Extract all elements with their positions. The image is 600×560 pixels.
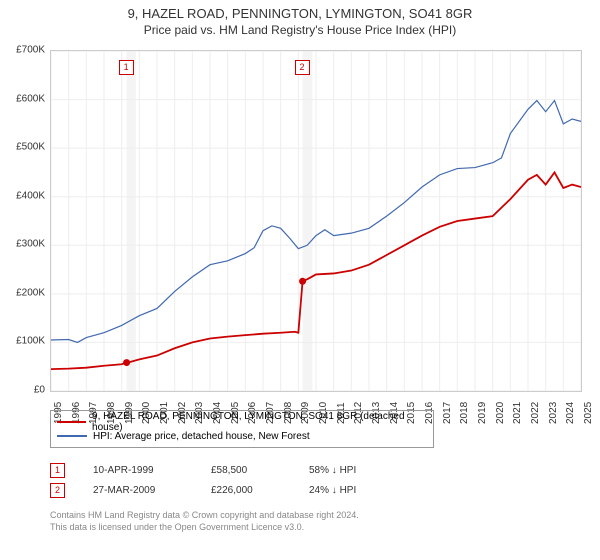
footer-line: This data is licensed under the Open Gov…: [50, 522, 359, 534]
footer-line: Contains HM Land Registry data © Crown c…: [50, 510, 359, 522]
legend-swatch: [57, 435, 87, 437]
y-tick-label: £200K: [16, 287, 45, 298]
y-tick-label: £100K: [16, 336, 45, 347]
chart-marker-box: 1: [119, 60, 134, 75]
x-tick-label: 2018: [459, 402, 470, 424]
y-tick-label: £700K: [16, 45, 45, 56]
y-tick-label: £600K: [16, 93, 45, 104]
x-tick-label: 2022: [530, 402, 541, 424]
event-row: 2 27-MAR-2009 £226,000 24% ↓ HPI: [50, 480, 356, 500]
x-tick-label: 2017: [442, 402, 453, 424]
event-marker-num: 1: [55, 465, 60, 475]
event-marker-icon: 1: [50, 463, 65, 478]
x-tick-label: 2024: [565, 402, 576, 424]
x-tick-label: 2020: [495, 402, 506, 424]
chart-plot-area: [50, 50, 582, 392]
y-tick-label: £400K: [16, 190, 45, 201]
y-tick-label: £0: [34, 385, 45, 396]
figure: 9, HAZEL ROAD, PENNINGTON, LYMINGTON, SO…: [0, 0, 600, 560]
y-tick-label: £500K: [16, 142, 45, 153]
chart-title: 9, HAZEL ROAD, PENNINGTON, LYMINGTON, SO…: [0, 0, 600, 21]
x-tick-label: 2023: [548, 402, 559, 424]
chart-marker-box: 2: [295, 60, 310, 75]
x-tick-label: 2019: [477, 402, 488, 424]
event-date: 10-APR-1999: [93, 465, 183, 476]
event-table: 1 10-APR-1999 £58,500 58% ↓ HPI 2 27-MAR…: [50, 460, 356, 500]
event-price: £58,500: [211, 465, 281, 476]
event-marker-num: 2: [55, 485, 60, 495]
chart-svg: [51, 51, 581, 391]
y-tick-label: £300K: [16, 239, 45, 250]
event-price: £226,000: [211, 485, 281, 496]
event-delta: 58% ↓ HPI: [309, 465, 356, 476]
legend-row: 9, HAZEL ROAD, PENNINGTON, LYMINGTON, SO…: [57, 415, 427, 429]
legend: 9, HAZEL ROAD, PENNINGTON, LYMINGTON, SO…: [50, 410, 434, 448]
legend-label: HPI: Average price, detached house, New …: [93, 431, 310, 442]
x-tick-label: 2021: [512, 402, 523, 424]
event-date: 27-MAR-2009: [93, 485, 183, 496]
footer: Contains HM Land Registry data © Crown c…: [50, 510, 359, 533]
event-marker-icon: 2: [50, 483, 65, 498]
chart-subtitle: Price paid vs. HM Land Registry's House …: [0, 21, 600, 37]
event-row: 1 10-APR-1999 £58,500 58% ↓ HPI: [50, 460, 356, 480]
x-tick-label: 2025: [583, 402, 594, 424]
event-delta: 24% ↓ HPI: [309, 485, 356, 496]
legend-swatch: [57, 421, 86, 423]
